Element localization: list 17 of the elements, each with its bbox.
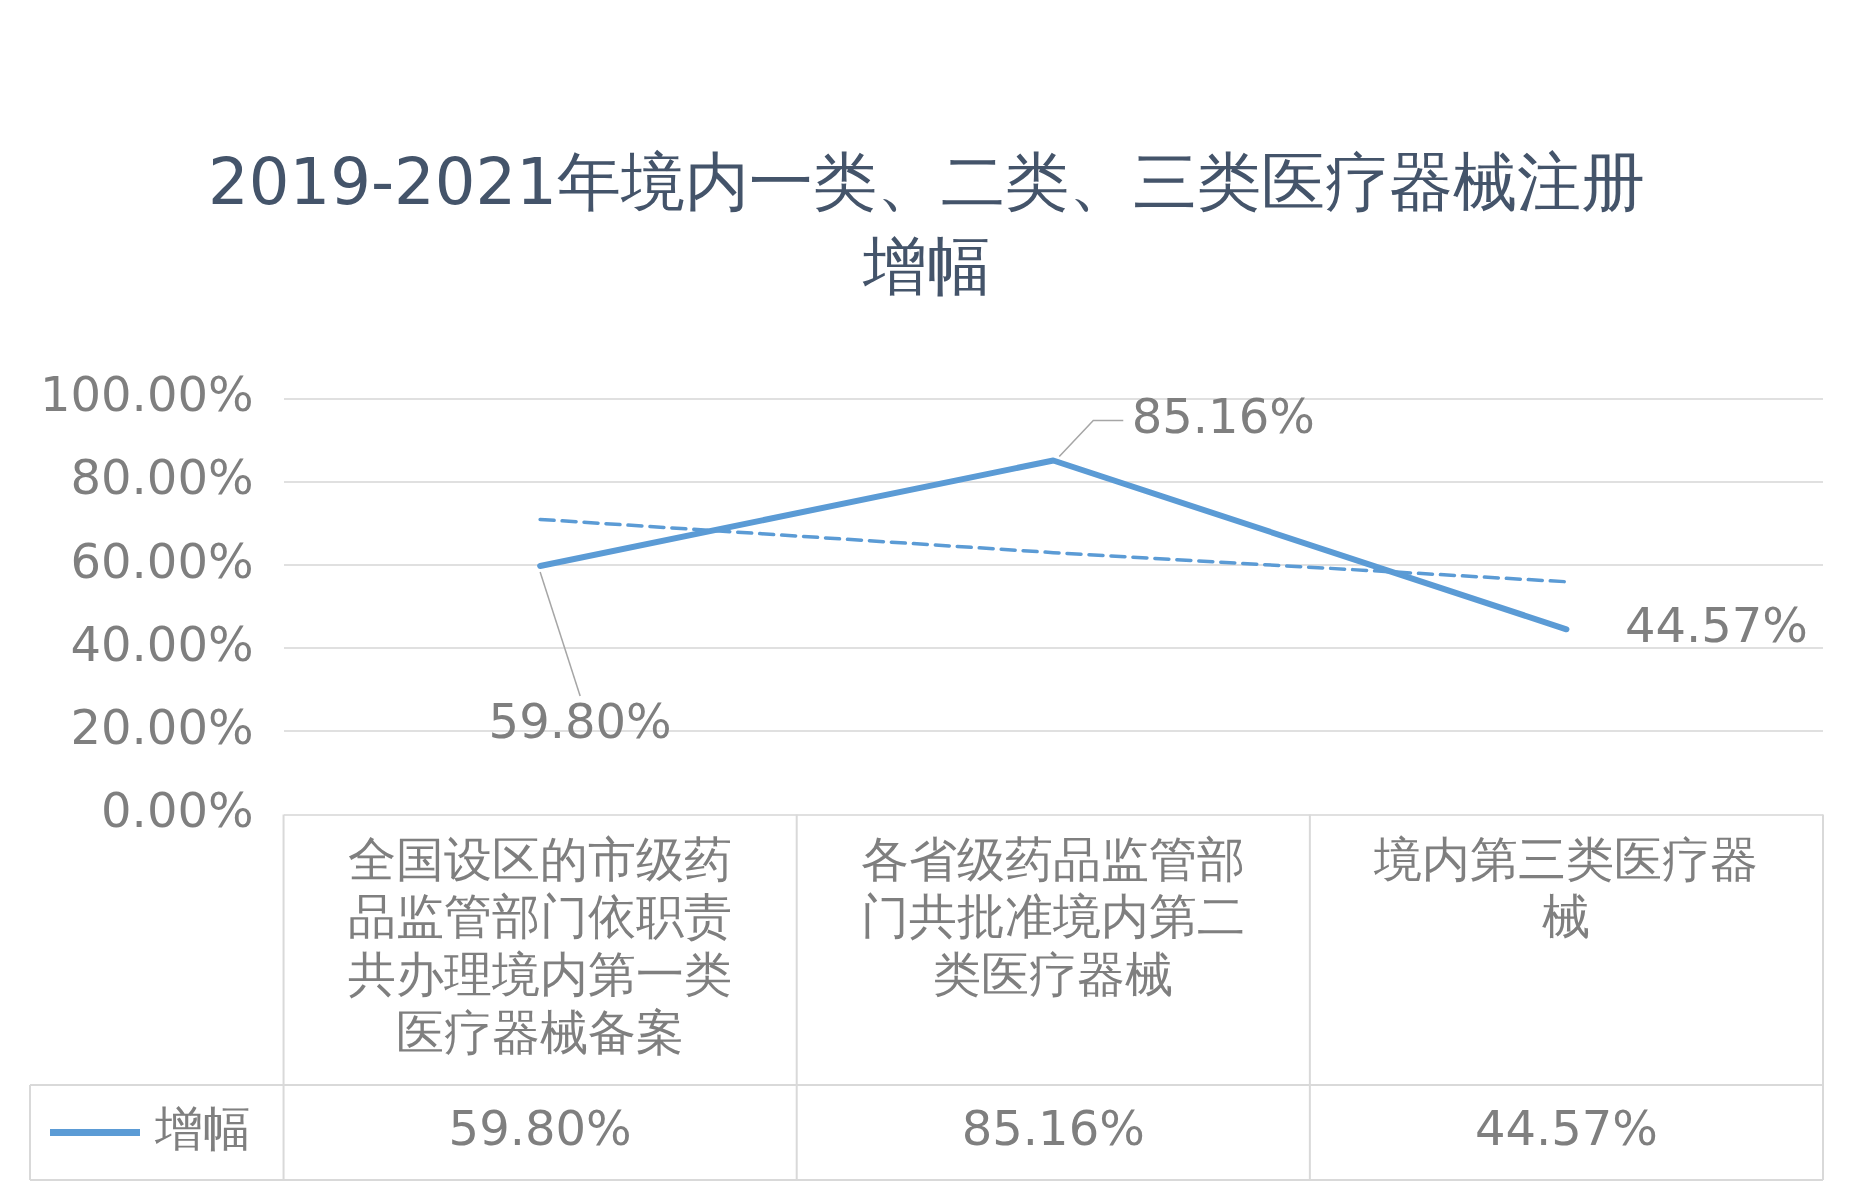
y-tick-label: 100.00% (40, 366, 254, 423)
y-tick-label: 60.00% (70, 532, 254, 589)
data-label: 59.80% (448, 1099, 632, 1156)
y-tick-label: 20.00% (70, 698, 254, 755)
x-tick-label: 各省级药品监管部门共批准境内第二类医疗器械 (861, 830, 1246, 1003)
text: 85.16% (1131, 387, 1315, 444)
data-label: 85.16% (961, 1099, 1145, 1156)
text: 44.57% (1624, 596, 1808, 653)
x-tick-label: 全国设区的市级药品监管部门依职责共办理境内第一类医疗器械备案 (348, 830, 733, 1060)
y-tick-label: 0.00% (101, 782, 254, 839)
data-label: 44.57% (1474, 1099, 1658, 1156)
legend-label: 增幅 (154, 1099, 251, 1156)
chart-title: 2019-2021年境内一类、二类、三类医疗器械注册增幅 (207, 144, 1646, 305)
text: 59.80% (488, 693, 672, 750)
x-tick-label: 境内第三类医疗器械 (1373, 830, 1759, 945)
y-tick-label: 40.00% (70, 615, 254, 672)
y-tick-label: 80.00% (70, 449, 254, 506)
